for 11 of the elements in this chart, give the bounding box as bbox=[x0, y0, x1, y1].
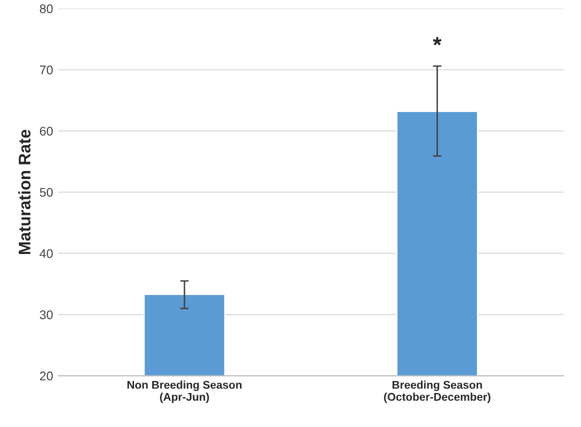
y-tick-label: 70 bbox=[40, 66, 53, 74]
y-tick-label: 50 bbox=[40, 188, 53, 197]
x-tick-label: Non Breeding Season (Apr-Jun) bbox=[127, 380, 242, 403]
y-tick-label: 60 bbox=[40, 126, 53, 136]
y-tick-label: 80 bbox=[40, 4, 53, 14]
annotation: * bbox=[432, 37, 442, 46]
y-tick-label: 40 bbox=[40, 249, 53, 258]
y-axis-title: Maturation Rate bbox=[18, 130, 30, 254]
y-tick-label: 30 bbox=[40, 310, 53, 320]
y-tick-label: 20 bbox=[40, 372, 53, 380]
x-tick-label: Breeding Season (October-December) bbox=[384, 380, 490, 403]
